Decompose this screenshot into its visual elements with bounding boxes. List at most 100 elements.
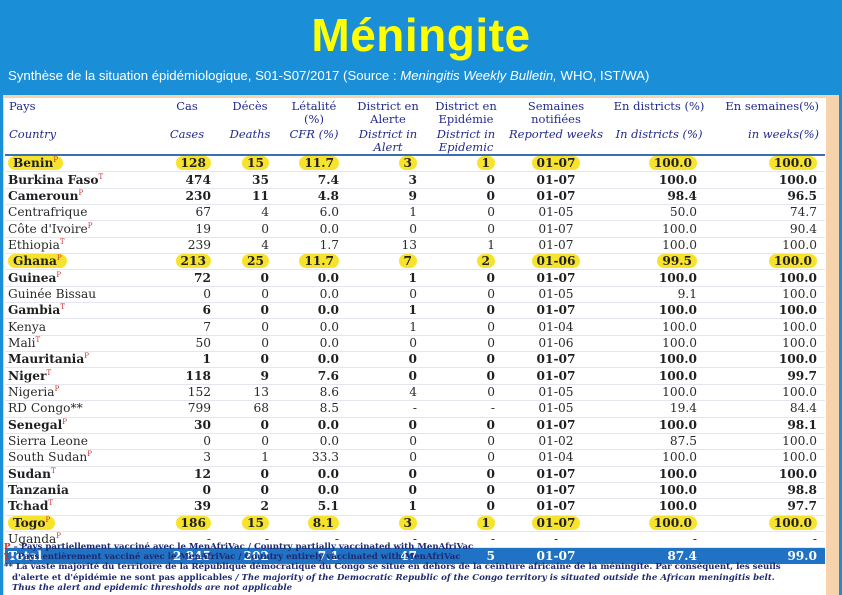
cell-weeks: 01-07: [505, 302, 607, 320]
cell-district-pct: 100.0: [607, 269, 711, 287]
week-pct-value: -: [812, 532, 817, 547]
cell-country: SenegalP: [5, 417, 153, 434]
cell-district-pct: 100.0: [607, 220, 711, 238]
weeks-value: 01-07: [536, 303, 576, 318]
epidemic-value: 0: [487, 205, 495, 220]
cell-country: NigerT: [5, 367, 153, 385]
cell-epidemic: 0: [427, 171, 505, 189]
vaccination-tag: T: [98, 172, 104, 181]
cell-cases: 19: [153, 220, 221, 238]
cell-country: MaliT: [5, 335, 153, 353]
country-label: MauritaniaP: [8, 352, 89, 366]
cell-cfr: 0.0: [279, 335, 349, 353]
cell-deaths: 13: [221, 384, 279, 402]
cell-deaths: 0: [221, 318, 279, 336]
cell-deaths: 25: [221, 253, 279, 271]
country-name: Mali: [8, 335, 36, 350]
district-pct-value: 100.0: [658, 499, 697, 514]
country-name: Côte d'Ivoire: [8, 221, 88, 236]
table-row: MaliT 50 0 0.0 0 0 01-06 100.0 100.0: [5, 335, 825, 353]
cell-epidemic: 0: [427, 367, 505, 385]
total-epidemic: 5: [427, 547, 505, 565]
cell-country: Kenya: [5, 318, 153, 336]
cell-cfr: 8.1: [279, 515, 349, 532]
table-row: UgandaP - - - - - - - -: [5, 531, 825, 549]
cell-week-pct: 100.0: [711, 171, 825, 189]
cfr-value: 11.7: [299, 156, 339, 171]
deaths-value: 0: [261, 434, 269, 449]
cell-deaths: 0: [221, 433, 279, 451]
footnote-drc-line2: d'alerte et d'épidémie ne sont pas appli…: [12, 572, 775, 583]
country-label: GhanaP: [8, 254, 67, 269]
alert-value: -: [412, 532, 417, 547]
cell-epidemic: 0: [427, 351, 505, 369]
country-label: RD Congo**: [8, 401, 83, 415]
weeks-value: 01-07: [531, 156, 581, 171]
district-pct-value: 100.0: [658, 172, 697, 187]
cell-epidemic: 0: [427, 335, 505, 353]
cases-value: 72: [194, 270, 211, 285]
cell-alert: 7: [349, 253, 427, 271]
vaccination-tag: T: [46, 368, 52, 377]
cell-weeks: 01-06: [505, 335, 607, 353]
vaccination-tag: T: [59, 237, 65, 246]
deaths-value: 0: [261, 221, 269, 236]
deaths-value: 0: [261, 319, 269, 334]
cell-week-pct: 100.0: [711, 466, 825, 483]
epidemic-value: 0: [487, 384, 495, 399]
week-pct-value: 100.0: [782, 319, 817, 334]
cell-alert: 13: [349, 237, 427, 255]
cases-value: 7: [203, 319, 211, 334]
cell-district-pct: 9.1: [607, 286, 711, 304]
vaccination-tag: T: [35, 335, 41, 344]
cell-country: GhanaP: [5, 253, 153, 271]
cell-week-pct: 100.0: [711, 384, 825, 402]
country-name: Togo: [13, 515, 46, 530]
country-name: Sudan: [8, 466, 51, 481]
cell-deaths: 0: [221, 466, 279, 483]
cfr-value: 0.0: [317, 352, 339, 367]
col-header-deaths-en: Deaths: [229, 127, 271, 141]
cfr-value: 0.0: [319, 319, 339, 334]
table-row: Burkina FasoT 474 35 7.4 3 0 01-07 100.0 100.0: [5, 171, 825, 189]
cell-cases: 152: [153, 384, 221, 402]
district-pct-value: 100.0: [662, 450, 697, 465]
footnote-partial: P – Pays partiellement vacciné avec le M…: [4, 542, 474, 552]
week-pct-value: 74.7: [789, 205, 817, 220]
footnote-drc: ** La vaste majorité du territoire de la…: [4, 562, 781, 573]
cell-country: MauritaniaP: [5, 351, 153, 369]
table-row: South SudanP 3 1 33.3 0 0 01-04 100.0 100.0: [5, 449, 825, 467]
cell-weeks: 01-07: [505, 188, 607, 206]
cases-value: 39: [194, 499, 211, 514]
cell-deaths: 35: [221, 171, 279, 189]
country-label: Guinée Bissau: [8, 287, 96, 301]
cell-weeks: 01-07: [505, 351, 607, 369]
week-pct-value: 100.0: [782, 384, 817, 399]
cell-weeks: 01-07: [505, 220, 607, 238]
cell-epidemic: 0: [427, 318, 505, 336]
col-header-alert-en: District in Alert: [358, 127, 418, 154]
cell-district-pct: 98.4: [607, 188, 711, 206]
epidemic-value: 0: [487, 221, 495, 236]
epidemic-value: 0: [486, 352, 495, 367]
cell-country: Côte d'IvoireP: [5, 220, 153, 238]
cell-deaths: 15: [221, 515, 279, 532]
cell-cases: 213: [153, 253, 221, 271]
alert-value: 1: [408, 270, 417, 285]
weeks-value: 01-07: [536, 270, 576, 285]
vaccination-tag: P: [56, 532, 61, 541]
cell-cfr: 0.0: [279, 433, 349, 451]
cases-value: 152: [187, 384, 211, 399]
alert-value: 1: [409, 205, 417, 220]
vaccination-tag: P: [87, 221, 93, 230]
cases-value: 213: [175, 254, 211, 269]
cfr-value: 0.0: [319, 434, 339, 449]
cell-alert: 0: [349, 220, 427, 238]
country-label: SudanT: [8, 467, 56, 481]
country-label: Kenya: [8, 320, 46, 334]
table-row: Côte d'IvoireP 19 0 0.0 0 0 01-07 100.0 90.4: [5, 220, 825, 238]
cell-weeks: 01-05: [505, 286, 607, 304]
district-pct-value: 100.0: [662, 384, 697, 399]
epidemic-value: 1: [487, 237, 495, 252]
alert-value: 13: [401, 237, 417, 252]
